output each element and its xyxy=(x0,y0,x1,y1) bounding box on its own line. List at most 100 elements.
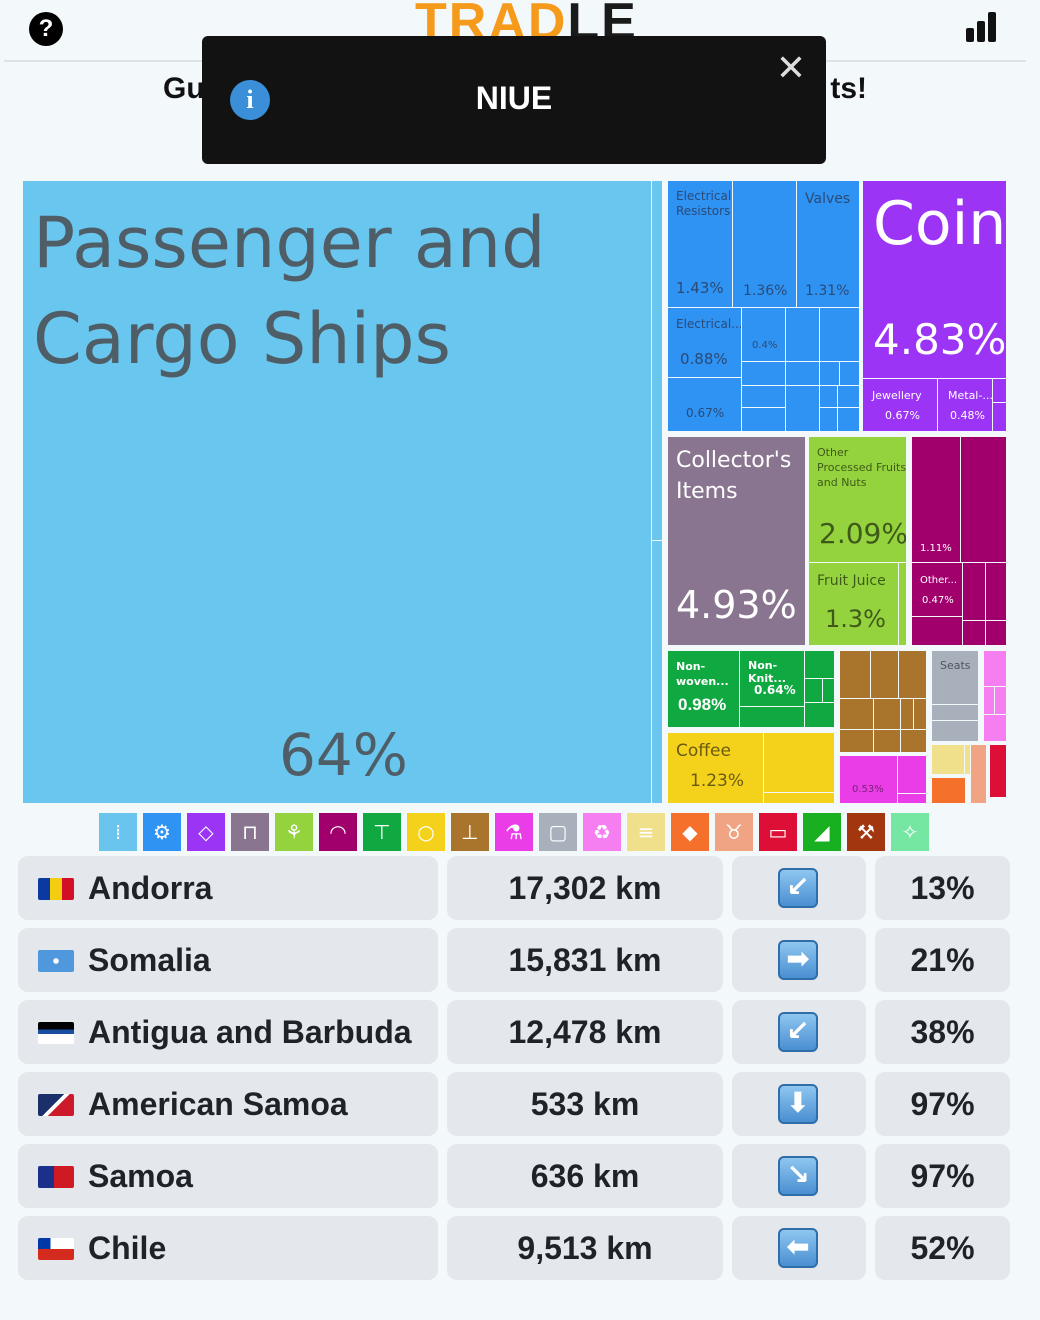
treemap-cell-road-small-2[interactable] xyxy=(651,540,663,804)
treemap-cell-green-s1[interactable] xyxy=(898,562,907,646)
close-icon[interactable]: ✕ xyxy=(775,47,806,88)
flag-icon xyxy=(38,1166,74,1188)
scroll-icon[interactable]: ≡ xyxy=(626,812,666,852)
treemap-cell-machinery-s9[interactable] xyxy=(785,385,821,432)
treemap-cell-machinery-136[interactable]: 1.36% xyxy=(732,180,798,309)
treemap-cell-magenta-s6[interactable] xyxy=(985,620,1007,646)
treemap-cell-wood[interactable] xyxy=(989,744,1007,798)
treemap-cell-machinery-s10[interactable] xyxy=(819,385,839,409)
treemap-cell-collectors-items[interactable]: Collector's Items 4.93% xyxy=(667,436,806,646)
recycle-icon[interactable]: ♻ xyxy=(582,812,622,852)
direction-arrow-icon: ➡ xyxy=(778,940,818,980)
pipe-icon[interactable]: ▭ xyxy=(758,812,798,852)
treemap-cell-pink-s2[interactable] xyxy=(897,793,927,804)
treemap-cell-road-small-1[interactable] xyxy=(651,180,663,542)
treemap-cell-textile-s4[interactable] xyxy=(822,678,835,704)
treemap-cell-metal-b10[interactable] xyxy=(900,729,927,753)
treemap-cell-machinery-s7[interactable] xyxy=(819,361,841,387)
treemap-cell-textile-s1[interactable] xyxy=(739,706,806,728)
guess-direction: ➡ xyxy=(732,928,866,992)
shirt-icon[interactable]: ⊤ xyxy=(362,812,402,852)
treemap-cell-lpink-s1[interactable] xyxy=(983,650,1007,688)
treemap-cell-machinery-067[interactable]: 0.67% xyxy=(667,377,743,432)
help-icon[interactable]: ? xyxy=(29,12,63,46)
diamond-icon[interactable]: ◇ xyxy=(186,812,226,852)
treemap-cell-machinery-s1[interactable] xyxy=(785,307,821,363)
flask-icon[interactable]: ⚗ xyxy=(494,812,534,852)
treemap-cell-paper-s1[interactable] xyxy=(931,744,966,775)
treemap-cell-non-knit[interactable]: Non-Knit... 0.64% xyxy=(739,650,806,708)
orange-icon[interactable]: ○ xyxy=(406,812,446,852)
treemap-cell-stone[interactable] xyxy=(931,777,966,804)
treemap-cell-machinery-s8[interactable] xyxy=(839,361,860,387)
treemap-cell-machinery-04[interactable]: 0.4% xyxy=(741,307,787,363)
treemap-cell-metal[interactable]: Metal-... 0.48% xyxy=(937,378,994,432)
treemap-cell-magenta-s4[interactable] xyxy=(985,562,1007,622)
treemap-cell-coin[interactable]: Coin 4.83% xyxy=(862,180,1007,380)
gear-icon[interactable]: ⚙ xyxy=(142,812,182,852)
cow-icon[interactable]: ♉ xyxy=(714,812,754,852)
treemap-cell-hides[interactable] xyxy=(970,744,987,804)
treemap-cell-textile-s2[interactable] xyxy=(804,650,835,680)
treemap-cell-metal-b4[interactable] xyxy=(839,698,875,731)
treemap-cell-fruit-juice[interactable]: Fruit Juice 1.3% xyxy=(808,562,900,646)
box-icon[interactable]: ▢ xyxy=(538,812,578,852)
treemap-cell-other-mag[interactable]: Other... 0.47% xyxy=(911,562,964,618)
direction-arrow-icon: ⬅ xyxy=(778,1228,818,1268)
treemap-cell-coffee[interactable]: Coffee 1.23% xyxy=(667,732,765,804)
treemap-cell-machinery-s2[interactable] xyxy=(819,307,860,363)
treemap-cell-magenta-s5[interactable] xyxy=(962,620,987,646)
treemap-cell-lpink-s4[interactable] xyxy=(983,714,1007,742)
treemap-cell-textile-s3[interactable] xyxy=(804,678,824,704)
treemap-cell-machinery-s6[interactable] xyxy=(785,361,821,387)
treemap-cell-purple-s1[interactable] xyxy=(992,378,1007,404)
gauge-icon[interactable]: ◠ xyxy=(318,812,358,852)
treemap-cell-yellow-s2[interactable] xyxy=(763,792,835,804)
pickaxe-icon[interactable]: ⚒ xyxy=(846,812,886,852)
country-name: Andorra xyxy=(88,870,213,906)
treemap-cell-metal-b7[interactable] xyxy=(913,698,927,731)
treemap-cell-purple-s2[interactable] xyxy=(992,402,1007,432)
treemap-cell-passenger-ships[interactable]: Passenger and Cargo Ships 64% xyxy=(22,180,652,804)
stats-icon[interactable] xyxy=(964,12,1000,42)
treemap-cell-metal-b1[interactable] xyxy=(839,650,872,700)
wheat-icon[interactable]: ⚘ xyxy=(274,812,314,852)
treemap-cell-valves[interactable]: Valves 1.31% xyxy=(796,180,860,309)
treemap-cell-metal-b8[interactable] xyxy=(839,729,875,753)
road-icon[interactable]: ⁞ xyxy=(98,812,138,852)
treemap-cell-magenta-s2[interactable] xyxy=(911,616,964,646)
treemap-cell-metal-b3[interactable] xyxy=(898,650,927,700)
treemap-cell-yellow-s1[interactable] xyxy=(763,732,835,794)
treemap-cell-metal-b2[interactable] xyxy=(870,650,900,700)
treemap-cell-jewellery[interactable]: Jewellery 0.67% xyxy=(862,378,939,432)
guess-row: American Samoa 533 km ⬇ 97% xyxy=(18,1072,1010,1136)
treemap-cell-pink-053[interactable]: 0.53% xyxy=(839,755,899,804)
shoe-icon[interactable]: ◢ xyxy=(802,812,842,852)
treemap-cell-other-fruits[interactable]: Other Processed Fruits and Nuts 2.09% xyxy=(808,436,907,564)
treemap-cell-metal-b5[interactable] xyxy=(873,698,902,731)
treemap-cell-machinery-s13[interactable] xyxy=(837,407,860,432)
treemap-cell-machinery-s5[interactable] xyxy=(741,407,787,432)
treemap-cell-magenta-s3[interactable] xyxy=(962,562,987,622)
treemap-cell-electrical-resistors[interactable]: Electrical Resistors 1.43% xyxy=(667,180,734,309)
treemap-cell-seats[interactable]: Seats xyxy=(931,650,979,706)
cell-label: Other... xyxy=(920,575,958,586)
anvil-icon[interactable]: ⊥ xyxy=(450,812,490,852)
rock-icon[interactable]: ◆ xyxy=(670,812,710,852)
treemap-cell-magenta-111[interactable]: 1.11% xyxy=(911,436,962,564)
easel-icon[interactable]: ⊓ xyxy=(230,812,270,852)
treemap-cell-machinery-s11[interactable] xyxy=(837,385,860,409)
treemap-cell-machinery-s4[interactable] xyxy=(741,385,787,409)
treemap-cell-machinery-s3[interactable] xyxy=(741,361,787,387)
treemap-cell-metal-b9[interactable] xyxy=(873,729,902,753)
treemap-cell-electrical-2[interactable]: Electrical... 0.88% xyxy=(667,307,743,379)
treemap-cell-lpink-s3[interactable] xyxy=(994,686,1007,716)
treemap-cell-magenta-s1[interactable] xyxy=(960,436,1007,564)
treemap-cell-textile-s5[interactable] xyxy=(804,702,835,728)
guess-proximity: 38% xyxy=(875,1000,1010,1064)
leather-icon[interactable]: ✧ xyxy=(890,812,930,852)
treemap-cell-machinery-s12[interactable] xyxy=(819,407,839,432)
treemap-cell-pink-s1[interactable] xyxy=(897,755,927,795)
treemap-cell-non-woven[interactable]: Non-woven... 0.98% xyxy=(667,650,741,728)
treemap-cell-gray-s2[interactable] xyxy=(931,720,979,742)
